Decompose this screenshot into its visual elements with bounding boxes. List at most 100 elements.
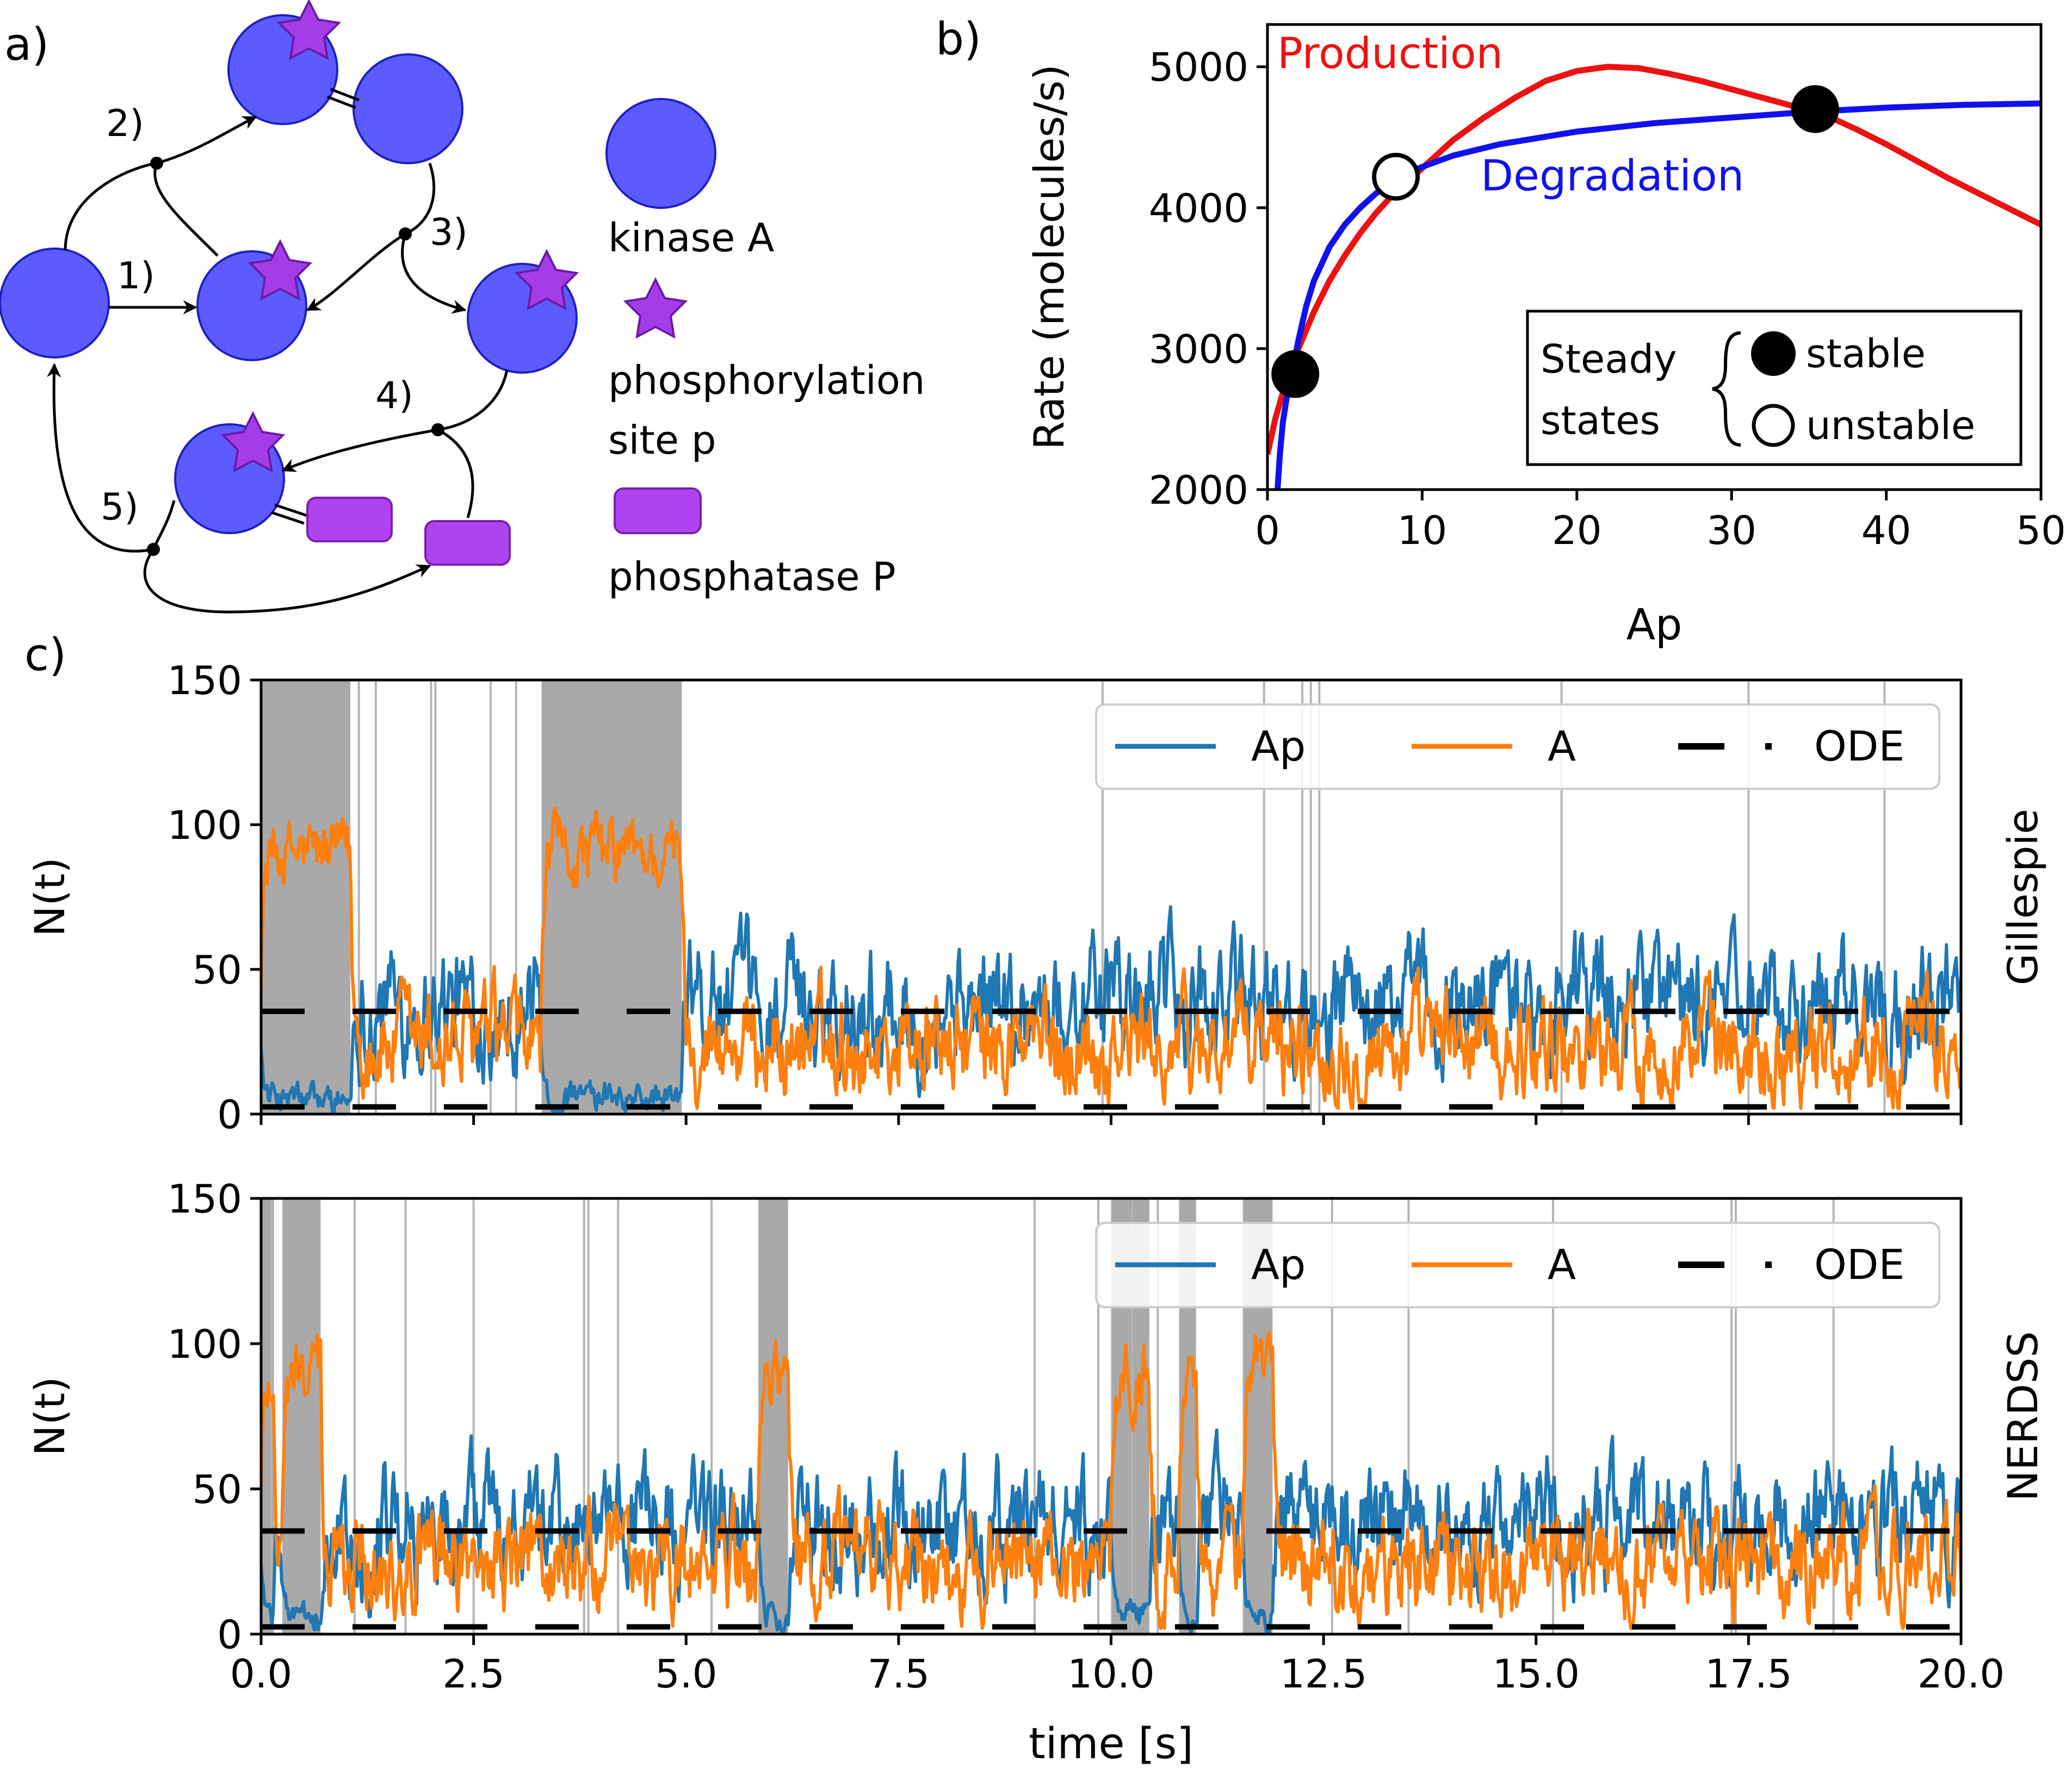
- steady-state-stable: [1271, 350, 1320, 398]
- y-tick-label: 150: [168, 658, 242, 703]
- bond-line: [327, 95, 356, 109]
- x-tick-label: 17.5: [1705, 1651, 1792, 1697]
- y-tick-label: 3000: [1149, 326, 1248, 372]
- kinase-legend-icon: [605, 98, 716, 209]
- plot-area: [261, 1198, 1961, 1634]
- x-tick-label: 5.0: [655, 1651, 718, 1697]
- y-tick-label: 50: [192, 947, 242, 993]
- star-icon: [514, 249, 579, 311]
- method-label: NERDSS: [1999, 1331, 2047, 1501]
- y-tick-label: 50: [192, 1467, 242, 1512]
- scheme-legend: kinase A phosphorylation site p phosphat…: [605, 98, 925, 599]
- bond-line: [274, 503, 308, 517]
- series-line-a: [261, 806, 1961, 1110]
- legend-unstable-label: unstable: [1806, 403, 1975, 448]
- series-label-production: Production: [1277, 29, 1503, 78]
- series-label-degradation: Degradation: [1481, 152, 1744, 201]
- trace-legend: Ap A ODE: [1095, 1222, 1940, 1308]
- bond-line: [271, 511, 305, 525]
- y-tick-label: 0: [217, 1612, 242, 1658]
- phosphatase-legend-icon: [614, 487, 702, 534]
- steady-state-legend: Steady states stable unstable: [1526, 310, 2022, 466]
- panel-c-nerdss-chart: 0 50 100 150 0.0 2.5 5.0 7.5 10.0 12.5 15.0 17.5 20.…: [26, 1176, 2047, 1769]
- y-tick-label: 0: [217, 1092, 242, 1137]
- kinase-legend-label: kinase A: [608, 215, 774, 261]
- legend-a-label: A: [1548, 722, 1576, 770]
- phosphorylation-stars: [220, 0, 579, 473]
- y-axis-label: N(t): [26, 857, 74, 937]
- x-tick-label: 50: [2016, 508, 2066, 553]
- x-tick-label: 30: [1706, 508, 1756, 553]
- y-axis-label: N(t): [26, 1377, 74, 1456]
- legend-ap-label: Ap: [1251, 1240, 1306, 1289]
- reaction-node: [431, 423, 444, 436]
- panel-label-c: c): [24, 629, 66, 681]
- x-tick-label: 40: [1861, 508, 1912, 553]
- y-tick-label: 4000: [1149, 185, 1248, 231]
- step-label-4: 4): [375, 374, 413, 417]
- site-legend-icon: [623, 277, 688, 339]
- reaction-node: [150, 157, 163, 170]
- step-label-3: 3): [430, 211, 468, 254]
- phosphatase-rect: [424, 520, 511, 566]
- plot-frame: [1266, 23, 2043, 491]
- legend-stable-label: stable: [1806, 331, 1926, 376]
- phosphatase-rect: [306, 497, 393, 542]
- x-tick-label: 0.0: [230, 1651, 293, 1697]
- x-tick-label: 20.0: [1918, 1651, 2005, 1697]
- y-tick-label: 100: [168, 802, 242, 848]
- series-line-ap: [261, 905, 1961, 1114]
- panel-label-a: a): [4, 19, 49, 71]
- series-line-a: [261, 1331, 1961, 1630]
- bistable-band: [282, 1198, 321, 1634]
- legend-box: [1095, 703, 1940, 790]
- x-tick-label: 0: [1255, 508, 1280, 553]
- kinase-circle: [0, 248, 110, 358]
- legend-title-line1: Steady: [1541, 336, 1677, 382]
- bistable-band: [261, 680, 351, 1114]
- reaction-node: [399, 227, 412, 240]
- y-tick-label: 5000: [1149, 45, 1248, 90]
- star-icon: [276, 0, 342, 60]
- panel-c-gillespie-chart: 0 50 100 150 N(t) Gillespie Ap A ODE: [26, 658, 2047, 1137]
- step-label-5: 5): [101, 486, 139, 529]
- step-label-1: 1): [117, 255, 155, 298]
- legend-box: [1095, 1222, 1940, 1308]
- trace-legend: Ap A ODE: [1095, 703, 1940, 790]
- series-line-production: [1267, 64, 2041, 455]
- site-legend-label-2: site p: [608, 417, 716, 463]
- legend-ode-label: ODE: [1814, 722, 1904, 770]
- legend-unstable-marker: [1752, 404, 1795, 447]
- x-axis-label: Ap: [1626, 601, 1683, 650]
- y-tick-label: 100: [168, 1321, 242, 1367]
- step-label-2: 2): [106, 102, 144, 145]
- x-tick-label: 20: [1552, 508, 1602, 553]
- x-tick-label: 7.5: [868, 1651, 930, 1697]
- legend-ode-label: ODE: [1814, 1240, 1904, 1289]
- star-icon: [220, 411, 286, 473]
- legend-stable-marker: [1751, 331, 1796, 376]
- x-tick-label: 10: [1397, 508, 1448, 553]
- legend-ap-label: Ap: [1251, 722, 1306, 770]
- x-tick-label: 12.5: [1280, 1651, 1367, 1697]
- steady-state-unstable: [1372, 152, 1420, 201]
- reaction-arrows: [47, 115, 509, 614]
- site-legend-label-1: phosphorylation: [608, 357, 925, 403]
- x-tick-label: 10.0: [1067, 1651, 1154, 1697]
- y-tick-label: 2000: [1149, 467, 1248, 513]
- x-tick-label: 2.5: [442, 1651, 505, 1697]
- reaction-scheme: a): [0, 0, 925, 614]
- method-label: Gillespie: [1999, 809, 2047, 986]
- legend-brace: [1712, 331, 1741, 447]
- x-tick-label: 15.0: [1493, 1651, 1580, 1697]
- kinase-circle: [352, 53, 463, 164]
- x-axis-label: time [s]: [1029, 1720, 1193, 1769]
- phosphatase-legend-label: phosphatase P: [608, 554, 896, 599]
- reaction-node: [147, 543, 160, 556]
- y-tick-label: 150: [168, 1176, 242, 1222]
- bond-line: [330, 88, 360, 102]
- panel-b-chart: Production Degradation 0 10 20 30 40 50 2000 3000…: [1025, 23, 2066, 650]
- legend-title-line2: states: [1541, 398, 1660, 443]
- star-icon: [248, 239, 313, 301]
